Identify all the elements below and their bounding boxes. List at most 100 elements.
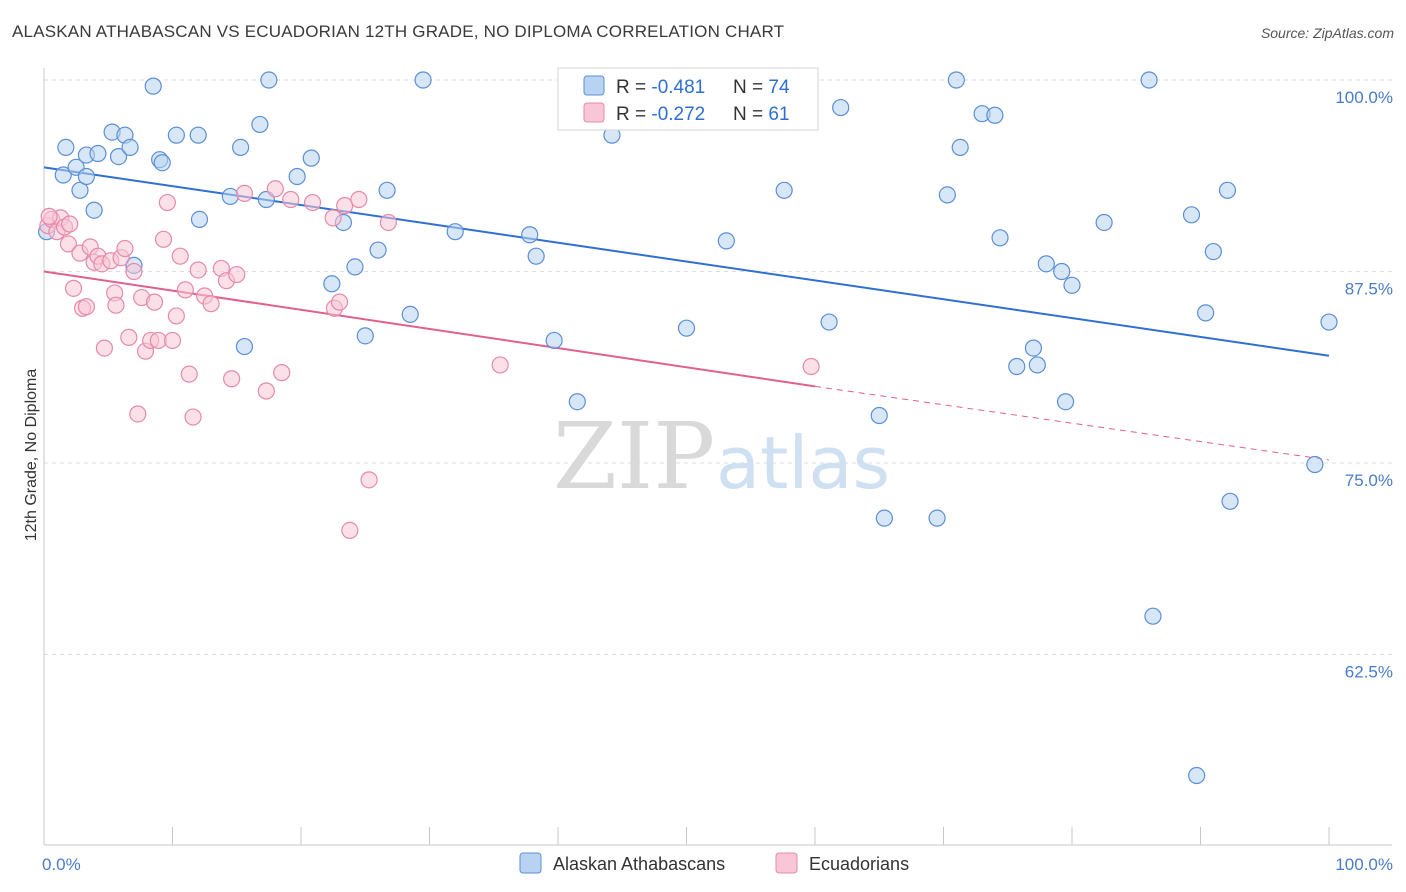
athabascan-point-21 (235, 337, 254, 356)
y-tick-label-1: 87.5% (1345, 280, 1393, 299)
ecuadorian-point-29 (158, 193, 176, 212)
y-axis-label: 12th Grade, No Diploma (23, 369, 40, 542)
athabascan-point-63 (1144, 607, 1162, 625)
axes (43, 68, 1392, 846)
ecuadorian-point-22 (129, 405, 147, 423)
ecuadorian-point-57 (491, 356, 509, 374)
ecuadorian-point-31 (167, 307, 185, 325)
athabascan-point-47 (928, 509, 946, 527)
ecuadorian-point-21 (125, 262, 143, 281)
ecuadorian-point-52 (336, 197, 354, 215)
athabascan-point-29 (346, 258, 364, 276)
athabascan-point-2 (57, 138, 75, 157)
athabascan-point-27 (323, 275, 341, 293)
athabascan-point-24 (260, 71, 278, 89)
athabascan-point-31 (369, 241, 387, 259)
svg-text:R = -0.481: R = -0.481 (616, 77, 705, 98)
legend-r-label-2: R = (616, 104, 651, 125)
athabascan-point-60 (1063, 276, 1081, 294)
ecuadorian-point-34 (180, 365, 198, 383)
athabascan-point-33 (401, 305, 419, 323)
watermark: ZIP atlas (553, 403, 890, 510)
athabascan-point-58 (1053, 262, 1071, 281)
athabascan-point-49 (947, 71, 965, 89)
ecuadorian-point-59 (40, 207, 58, 225)
x-tick-labels: 0.0% 100.0% (42, 855, 1393, 874)
athabascan-point-32 (378, 181, 396, 199)
svg-text:N = 74: N = 74 (733, 77, 790, 98)
ecuadorian-trend-line (43, 270, 816, 388)
athabascan-point-13 (144, 77, 162, 95)
athabascan-point-42 (775, 181, 793, 199)
athabascan-point-57 (1037, 255, 1055, 273)
athabascan-point-64 (1182, 206, 1201, 224)
athabascan-point-59 (1056, 393, 1075, 411)
legend-n-value-2: 61 (768, 104, 789, 125)
svg-text:R = -0.272: R = -0.272 (616, 104, 705, 125)
athabascan-point-44 (832, 98, 850, 117)
bottom-legend-label-1: Alaskan Athabascans (553, 854, 725, 874)
ecuadorian-point-42 (228, 265, 246, 284)
athabascan-point-6 (85, 201, 103, 219)
ecuadorian-point-47 (282, 190, 300, 209)
athabascan-point-46 (875, 509, 893, 527)
athabascan-point-55 (1024, 339, 1043, 357)
watermark-zip: ZIP (553, 403, 715, 510)
ecuadorian-point-60 (61, 215, 79, 233)
y-tick-label-0: 100.0% (1335, 88, 1393, 107)
athabascan-point-50 (951, 138, 969, 157)
athabascan-point-15 (153, 154, 171, 172)
athabascan-point-40 (677, 319, 696, 337)
athabascan-point-36 (521, 226, 539, 244)
athabascan-point-67 (1204, 242, 1222, 261)
legend-n-label-2: N = (733, 104, 768, 125)
ecuadorian-point-51 (330, 293, 349, 311)
athabascan-point-71 (1320, 313, 1338, 331)
athabascan-point-69 (1221, 492, 1239, 510)
ecuadorian-point-32 (171, 247, 189, 265)
athabascan-point-43 (820, 313, 838, 331)
ecuadorian-point-43 (235, 184, 254, 202)
ecuadorian-point-48 (303, 193, 322, 212)
athabascan-point-16 (167, 126, 185, 144)
ecuadorian-point-26 (145, 293, 164, 311)
ecuadorian-point-20 (120, 328, 138, 346)
gridlines (44, 79, 1392, 655)
ecuadorian-point-36 (189, 261, 207, 279)
watermark-atlas: atlas (716, 421, 890, 505)
athabascan-point-53 (991, 229, 1009, 247)
athabascan-point-35 (446, 223, 464, 241)
legend-pink-swatch (583, 102, 605, 123)
athabascan-point-34 (414, 71, 432, 89)
athabascan-point-65 (1188, 766, 1206, 785)
y-tick-label-3: 62.5% (1345, 663, 1393, 682)
ecuadorian-point-33 (176, 281, 194, 299)
athabascan-point-73 (77, 167, 96, 186)
athabascan-point-7 (89, 144, 107, 163)
legend-r-value-2: -0.272 (651, 104, 705, 125)
bottom-legend-pink-swatch (775, 852, 798, 874)
ecuadorian-trend-extension (814, 385, 1330, 461)
athabascan-point-56 (1028, 356, 1046, 374)
legend-r-value-1: -0.481 (651, 77, 705, 98)
athabascan-point-54 (1008, 357, 1026, 376)
ecuadorian-point-53 (350, 190, 368, 209)
athabascan-point-26 (302, 149, 320, 167)
athabascan-point-48 (938, 186, 956, 204)
athabascan-point-70 (1306, 455, 1324, 474)
top-legend: R = -0.481 N = 74 R = -0.272 N = 61 (557, 67, 819, 131)
ecuadorian-point-46 (273, 364, 291, 382)
legend-n-label-1: N = (733, 77, 768, 98)
y-tick-labels: 100.0% 87.5% 75.0% 62.5% (1335, 88, 1393, 682)
athabascan-point-41 (717, 232, 735, 250)
athabascan-point-68 (1218, 181, 1237, 199)
ecuadorian-point-5 (59, 235, 78, 253)
y-tick-label-2: 75.0% (1345, 471, 1393, 490)
athabascan-point-22 (251, 115, 269, 134)
athabascan-point-39 (568, 393, 586, 411)
legend-n-value-1: 74 (768, 77, 790, 98)
athabascan-point-1 (54, 166, 72, 184)
ecuadorian-point-19 (116, 239, 134, 258)
ecuadorian-point-17 (107, 296, 125, 314)
